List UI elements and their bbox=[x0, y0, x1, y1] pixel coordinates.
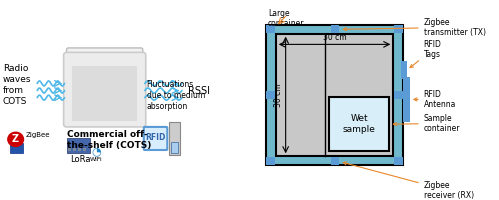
Bar bbox=[276, 34, 393, 156]
Text: Zigbee
transmitter (TX): Zigbee transmitter (TX) bbox=[343, 18, 486, 37]
Bar bbox=[68, 148, 71, 151]
Bar bbox=[72, 66, 137, 121]
Bar bbox=[171, 142, 178, 153]
Text: Radio
waves
from
COTS: Radio waves from COTS bbox=[3, 64, 31, 106]
Bar bbox=[331, 157, 339, 165]
Bar bbox=[10, 143, 23, 153]
Bar bbox=[73, 148, 76, 151]
Text: RFID
Tags: RFID Tags bbox=[410, 40, 442, 68]
Text: 30 cm: 30 cm bbox=[323, 33, 346, 42]
Text: ZigBee: ZigBee bbox=[25, 132, 50, 138]
Text: Sample
container: Sample container bbox=[393, 114, 460, 133]
Text: Commercial off-
the-shelf (COTS): Commercial off- the-shelf (COTS) bbox=[66, 130, 151, 150]
Text: Large
container: Large container bbox=[268, 9, 304, 28]
Text: Z: Z bbox=[12, 134, 19, 144]
Text: LoRa: LoRa bbox=[70, 155, 91, 164]
Text: WiFi: WiFi bbox=[89, 157, 102, 162]
Text: Zigbee
receiver (RX): Zigbee receiver (RX) bbox=[343, 162, 474, 200]
Text: Wet
sample: Wet sample bbox=[343, 114, 376, 134]
Bar bbox=[266, 25, 403, 165]
Bar bbox=[403, 77, 410, 122]
Bar bbox=[394, 157, 403, 165]
Circle shape bbox=[8, 132, 23, 146]
Bar bbox=[329, 97, 389, 151]
FancyBboxPatch shape bbox=[66, 48, 143, 62]
FancyBboxPatch shape bbox=[63, 52, 146, 127]
Bar bbox=[78, 148, 81, 151]
Bar bbox=[401, 61, 407, 79]
Bar bbox=[394, 25, 403, 33]
Text: RFID: RFID bbox=[145, 133, 166, 142]
Text: RFID
Antenna: RFID Antenna bbox=[414, 90, 456, 109]
Bar bbox=[169, 122, 180, 155]
Bar bbox=[394, 91, 403, 99]
Bar bbox=[266, 91, 275, 99]
Text: 30 cm: 30 cm bbox=[274, 83, 283, 107]
Bar bbox=[66, 138, 90, 153]
Bar bbox=[266, 25, 275, 33]
Bar bbox=[331, 25, 339, 33]
FancyBboxPatch shape bbox=[144, 127, 167, 150]
Bar bbox=[83, 148, 86, 151]
Text: ◔: ◔ bbox=[91, 146, 101, 156]
Text: Fluctuations
due to medium
absorption: Fluctuations due to medium absorption bbox=[147, 80, 205, 111]
Bar bbox=[266, 157, 275, 165]
Text: RSSI: RSSI bbox=[188, 86, 210, 96]
